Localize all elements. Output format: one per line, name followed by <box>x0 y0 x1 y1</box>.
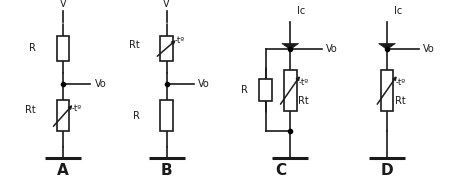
Bar <box>160 36 173 60</box>
Text: -tº: -tº <box>71 104 81 113</box>
Text: D: D <box>381 163 393 178</box>
Text: -tº: -tº <box>395 78 405 87</box>
Text: V: V <box>60 0 66 9</box>
Text: -tº: -tº <box>175 36 184 46</box>
Text: Vo: Vo <box>198 79 210 89</box>
Text: V: V <box>163 0 170 9</box>
Text: Rt: Rt <box>129 40 140 50</box>
Text: R: R <box>29 43 36 53</box>
Text: C: C <box>276 163 287 178</box>
Text: Ic: Ic <box>394 6 402 16</box>
Bar <box>284 70 297 110</box>
Text: R: R <box>133 111 140 120</box>
Text: Rt: Rt <box>395 96 406 106</box>
Bar <box>57 100 69 131</box>
Polygon shape <box>282 43 299 50</box>
Text: -tº: -tº <box>298 78 309 87</box>
Bar <box>381 70 393 110</box>
Text: Vo: Vo <box>326 44 338 54</box>
Text: A: A <box>57 163 69 178</box>
Bar <box>160 100 173 131</box>
Text: Rt: Rt <box>298 96 309 106</box>
Text: R: R <box>241 85 248 95</box>
Bar <box>57 36 69 60</box>
Text: Vo: Vo <box>423 44 435 54</box>
Text: Vo: Vo <box>94 79 106 89</box>
Text: Rt: Rt <box>25 105 36 115</box>
Text: B: B <box>161 163 172 178</box>
Bar <box>259 79 272 101</box>
Polygon shape <box>378 43 396 50</box>
Text: Ic: Ic <box>297 6 305 16</box>
